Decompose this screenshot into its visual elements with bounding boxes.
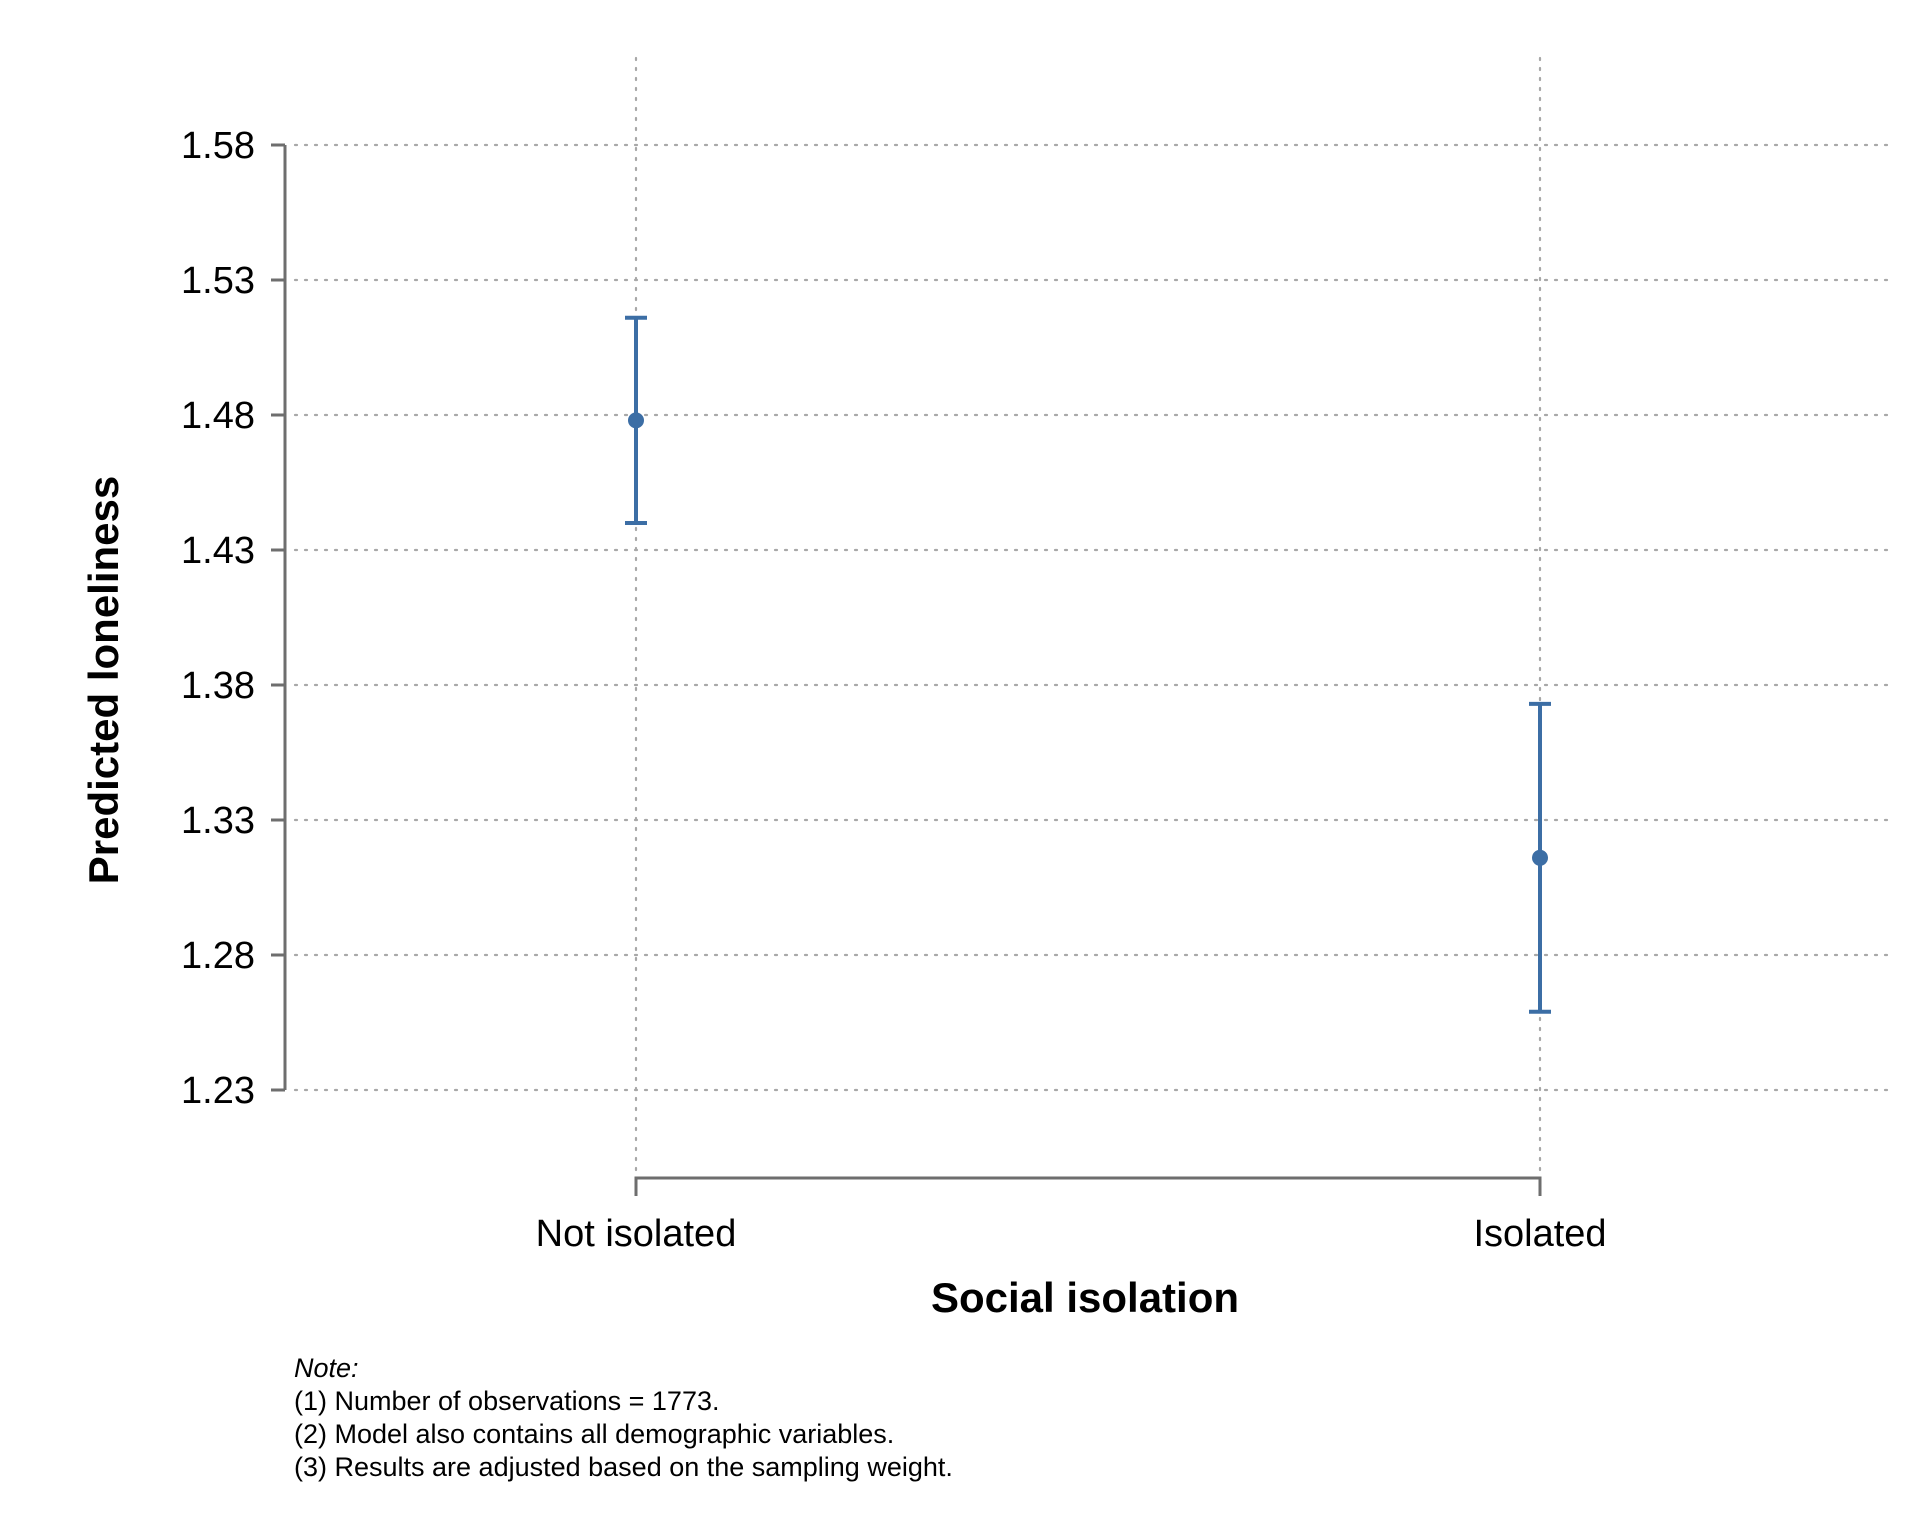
y-tick-label: 1.23 xyxy=(181,1070,255,1112)
y-tick-label: 1.53 xyxy=(181,260,255,302)
y-axis-ticks: 1.58 1.53 1.48 1.43 1.38 1.33 1.28 1.23 xyxy=(181,125,285,1112)
x-tick-label: Isolated xyxy=(1473,1213,1606,1255)
x-axis-title: Social isolation xyxy=(931,1274,1239,1321)
x-axis-ticks: Not isolated Isolated xyxy=(536,1213,1607,1255)
y-tick-label: 1.58 xyxy=(181,125,255,167)
x-tick-label: Not isolated xyxy=(536,1213,737,1255)
x-axis-line xyxy=(634,1176,1542,1196)
data-marks xyxy=(625,315,1551,1014)
error-bar-group xyxy=(1529,701,1551,1014)
note-line-3: (3) Results are adjusted based on the sa… xyxy=(294,1452,953,1482)
y-tick-label: 1.43 xyxy=(181,530,255,572)
axes xyxy=(283,145,1542,1196)
y-tick-label: 1.38 xyxy=(181,665,255,707)
y-tick-label: 1.28 xyxy=(181,935,255,977)
grid-lines xyxy=(293,56,1892,1176)
error-bar-group xyxy=(625,315,647,525)
note-line-1: (1) Number of observations = 1773. xyxy=(294,1386,720,1416)
chart-note: Note: (1) Number of observations = 1773.… xyxy=(294,1352,953,1484)
y-tick-label: 1.48 xyxy=(181,395,255,437)
y-axis-title: Predicted loneliness xyxy=(80,476,127,884)
data-point xyxy=(1532,849,1548,866)
note-line-2: (2) Model also contains all demographic … xyxy=(294,1419,895,1449)
data-point xyxy=(628,412,644,429)
note-heading: Note: xyxy=(294,1353,359,1383)
y-tick-label: 1.33 xyxy=(181,800,255,842)
